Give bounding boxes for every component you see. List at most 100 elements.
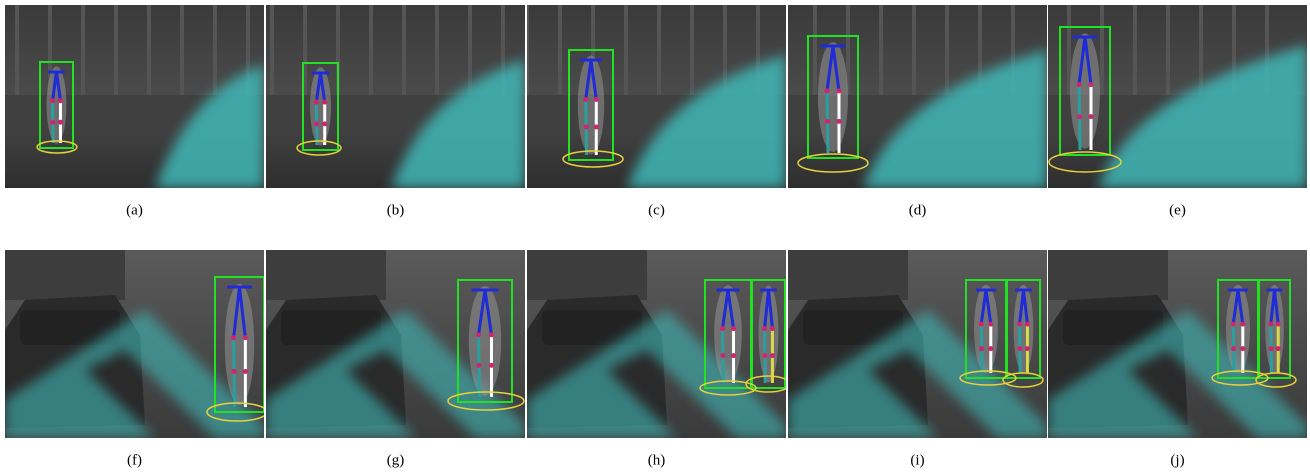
image-panel: [5, 250, 267, 438]
tree: [1133, 5, 1137, 95]
scene: [266, 250, 525, 438]
skeleton-joint: [322, 121, 327, 126]
skeleton-joint: [1025, 322, 1030, 327]
skeleton-joint: [594, 97, 599, 102]
panel-caption: (b): [387, 202, 405, 218]
buildings: [788, 250, 908, 300]
skeleton-joint: [594, 125, 599, 130]
skeleton-joint: [1268, 322, 1273, 327]
tree: [15, 5, 19, 95]
image-panel: [1048, 250, 1307, 438]
tree: [270, 5, 274, 95]
skeleton-joint: [825, 119, 830, 124]
panel-caption: (f): [127, 452, 142, 468]
tree: [1100, 5, 1104, 95]
skeleton-joint: [1231, 322, 1236, 327]
skeleton-joint: [1276, 346, 1281, 351]
skeleton-joint: [58, 120, 63, 125]
figure: (a)(b)(c)(d)(e)(f)(g)(h)(i)(j): [0, 0, 1310, 472]
buildings: [266, 250, 386, 300]
scene: [525, 5, 786, 188]
tree: [468, 5, 472, 95]
skeleton-joint: [50, 120, 55, 125]
skeleton-joint: [837, 88, 842, 93]
tree: [525, 5, 529, 95]
panel-caption: (g): [387, 452, 405, 468]
skeleton-joint: [770, 353, 775, 358]
skeleton-joint: [489, 332, 494, 337]
panel-caption: (i): [910, 452, 924, 468]
scene: [527, 250, 790, 438]
image-panel: [266, 5, 525, 188]
tree: [147, 5, 151, 95]
skeleton-joint: [583, 97, 588, 102]
buildings: [527, 250, 647, 300]
skeleton-joint: [825, 88, 830, 93]
skeleton-joint: [1077, 114, 1082, 119]
tree: [402, 5, 406, 95]
buildings: [1048, 250, 1168, 300]
person: [818, 42, 848, 152]
person: [225, 284, 254, 406]
tree: [435, 5, 439, 95]
skeleton-joint: [731, 326, 736, 331]
skeleton-joint: [731, 353, 736, 358]
person: [469, 286, 501, 396]
skeleton-joint: [489, 363, 494, 368]
scene: [788, 250, 1047, 438]
skeleton-joint: [1240, 322, 1245, 327]
tree: [624, 5, 628, 95]
scene: [1048, 250, 1307, 438]
skeleton-joint: [58, 98, 63, 103]
tree: [1199, 5, 1203, 95]
skeleton-joint: [1269, 346, 1274, 351]
panel-caption: (h): [648, 452, 666, 468]
image-panel: [780, 5, 1047, 188]
image-panel: [525, 5, 786, 188]
skeleton-joint: [988, 346, 993, 351]
skeleton-joint: [720, 353, 725, 358]
scene: [5, 5, 264, 188]
skeleton-joint: [770, 326, 775, 331]
skeleton-joint: [1077, 82, 1082, 87]
skeleton-joint: [762, 353, 767, 358]
scene: [5, 250, 267, 438]
scene: [780, 5, 1047, 188]
person: [1070, 33, 1100, 148]
image-panel: [5, 5, 264, 188]
image-panel: [1034, 5, 1307, 188]
tree: [813, 5, 817, 95]
skeleton-joint: [476, 332, 481, 337]
image-panel: [266, 250, 525, 438]
skeleton-joint: [988, 322, 993, 327]
image-panel: [788, 250, 1047, 438]
skeleton-joint: [231, 335, 236, 340]
skeleton-joint: [837, 119, 842, 124]
skeleton-joint: [1089, 114, 1094, 119]
tree: [912, 5, 916, 95]
tree: [945, 5, 949, 95]
panel-caption: (d): [909, 202, 927, 218]
skeleton-joint: [1017, 346, 1022, 351]
scene: [1034, 5, 1307, 188]
skeleton-joint: [1017, 322, 1022, 327]
buildings: [5, 250, 125, 300]
skeleton-joint: [50, 98, 55, 103]
skeleton-joint: [1276, 322, 1281, 327]
panel-caption: (e): [1169, 202, 1186, 218]
tree: [213, 5, 217, 95]
skeleton-joint: [1025, 346, 1030, 351]
skeleton-joint: [243, 335, 248, 340]
skeleton-joint: [322, 100, 327, 105]
tree: [369, 5, 373, 95]
skeleton-joint: [762, 326, 767, 331]
skeleton-joint: [232, 369, 237, 374]
skeleton-joint: [1240, 346, 1245, 351]
skeleton-joint: [243, 369, 248, 374]
image-panel: [527, 250, 790, 438]
tree: [558, 5, 562, 95]
tree: [690, 5, 694, 95]
panel-caption: (c): [648, 202, 665, 218]
tree: [180, 5, 184, 95]
skeleton-joint: [979, 322, 984, 327]
